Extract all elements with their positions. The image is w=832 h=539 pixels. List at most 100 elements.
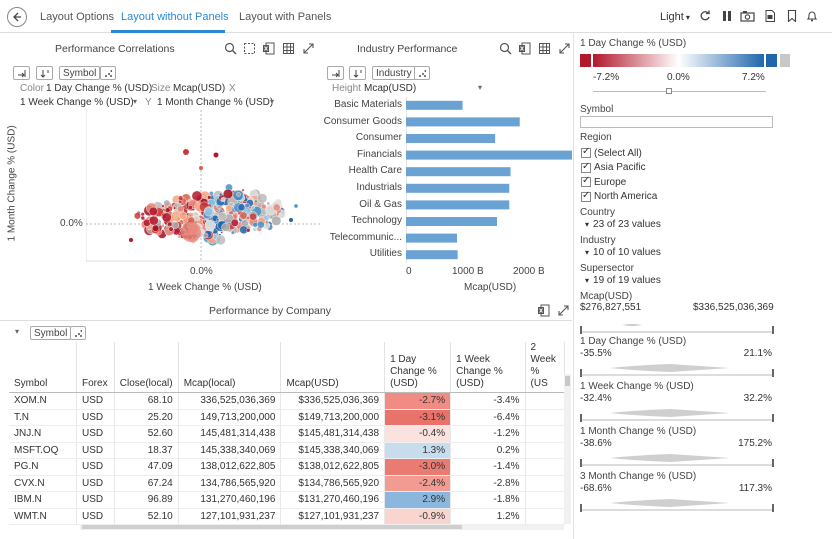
- scatter-point[interactable]: [265, 220, 269, 224]
- cell-mcap-usd[interactable]: $149,713,200,000: [280, 409, 386, 426]
- checkbox-checked-icon[interactable]: [581, 146, 591, 159]
- scatter-point[interactable]: [230, 218, 239, 227]
- cell-2week-change[interactable]: [525, 475, 565, 492]
- checkbox-checked-icon[interactable]: [581, 190, 591, 202]
- scatter-point[interactable]: [271, 215, 282, 226]
- industry-filter-button[interactable]: Industry: [372, 66, 416, 80]
- shape-options-button[interactable]: [70, 326, 86, 340]
- cell-symbol[interactable]: T.N: [9, 409, 78, 426]
- cell-forex[interactable]: USD: [76, 425, 115, 443]
- cell-1week-change[interactable]: 1.2%: [450, 508, 526, 525]
- scatter-point[interactable]: [272, 203, 281, 212]
- cell-close[interactable]: 67.24: [114, 475, 179, 492]
- cell-symbol[interactable]: PG.N: [9, 458, 78, 476]
- column-header-forex[interactable]: Forex: [76, 342, 115, 393]
- scatter-point[interactable]: [201, 195, 205, 199]
- checkbox-checked-icon[interactable]: [581, 161, 591, 173]
- y-axis-select[interactable]: 1 Month Change % (USD): [157, 97, 274, 108]
- cell-close[interactable]: 52.10: [114, 508, 179, 525]
- cell-2week-change[interactable]: [525, 442, 565, 459]
- scatter-point[interactable]: [200, 229, 206, 234]
- cell-1day-change[interactable]: -0.4%: [384, 425, 452, 443]
- region-option-north-america[interactable]: North America: [581, 190, 657, 205]
- column-header-mcap-usd[interactable]: Mcap(USD): [280, 342, 386, 393]
- cell-2week-change[interactable]: [525, 409, 565, 426]
- cell-close[interactable]: 25.20: [114, 409, 179, 426]
- range-slider[interactable]: [580, 451, 774, 467]
- scatter-point[interactable]: [252, 221, 258, 228]
- cell-2week-change[interactable]: [525, 425, 565, 443]
- cell-forex[interactable]: USD: [76, 392, 115, 410]
- color-swatch-negative[interactable]: [580, 54, 591, 67]
- symbol-filter-button[interactable]: Symbol: [59, 66, 101, 80]
- cell-1day-change[interactable]: -2.7%: [384, 392, 452, 410]
- cell-mcap-usd[interactable]: $336,525,036,369: [280, 392, 386, 410]
- scatter-point[interactable]: [188, 205, 193, 210]
- cell-1day-change[interactable]: -2.4%: [384, 475, 452, 492]
- scatter-point[interactable]: [289, 218, 293, 222]
- excel-export-icon[interactable]: [262, 42, 275, 55]
- cell-1week-change[interactable]: -2.0%: [450, 524, 526, 525]
- cell-1day-change[interactable]: -3.0%: [384, 458, 452, 476]
- x-axis-select[interactable]: 1 Week Change % (USD): [20, 97, 134, 108]
- industry-bar-chart[interactable]: [406, 97, 572, 263]
- cell-forex[interactable]: GBP: [76, 524, 115, 525]
- table-row[interactable]: T.N USD 25.20 149,713,200,000 $149,713,200,0…: [9, 409, 565, 426]
- scatter-point[interactable]: [236, 192, 241, 197]
- excel-export-icon[interactable]: [537, 304, 550, 317]
- table-horizontal-scrollbar[interactable]: [80, 525, 564, 530]
- scatter-point[interactable]: [250, 205, 255, 210]
- cell-2week-change[interactable]: [525, 491, 565, 509]
- column-header-1week-change[interactable]: 1 Week Change % (USD): [450, 342, 526, 393]
- color-swatch-positive[interactable]: [766, 54, 777, 67]
- scatter-point[interactable]: [294, 204, 298, 208]
- range-slider[interactable]: [580, 406, 774, 422]
- scatter-point[interactable]: [204, 207, 214, 217]
- cell-1day-change[interactable]: 2.9%: [384, 491, 452, 509]
- cell-close[interactable]: 96.89: [114, 491, 179, 509]
- cell-1day-change[interactable]: 1.3%: [384, 442, 452, 459]
- cell-symbol[interactable]: BP.L: [9, 524, 78, 525]
- cell-mcap-local[interactable]: 88,492,249,841: [178, 524, 282, 525]
- expand-icon[interactable]: [302, 42, 315, 55]
- scatter-point[interactable]: [225, 204, 233, 212]
- cell-mcap-local[interactable]: 149,713,200,000: [178, 409, 282, 426]
- cell-close[interactable]: 4.72: [114, 524, 179, 525]
- scatter-point[interactable]: [221, 222, 231, 232]
- refresh-icon[interactable]: [699, 10, 711, 22]
- color-swatch-null[interactable]: [780, 54, 790, 67]
- cell-2week-change[interactable]: [525, 458, 565, 476]
- chevron-down-icon[interactable]: ▾: [478, 83, 483, 92]
- collapse-chevron-icon[interactable]: ▾: [15, 327, 20, 336]
- expand-icon[interactable]: [558, 42, 571, 55]
- cell-symbol[interactable]: XOM.N: [9, 392, 78, 410]
- scatter-point[interactable]: [140, 215, 145, 221]
- theme-selector[interactable]: Light ▾: [660, 11, 690, 23]
- cell-mcap-local[interactable]: 138,012,622,805: [178, 458, 282, 476]
- cell-1week-change[interactable]: -1.8%: [450, 491, 526, 509]
- symbol-column-filter-button[interactable]: Symbol: [30, 326, 72, 340]
- region-option-asia-pacific[interactable]: Asia Pacific: [581, 161, 657, 176]
- cell-close[interactable]: 47.09: [114, 458, 179, 476]
- scatter-point[interactable]: [245, 195, 250, 199]
- cell-1week-change[interactable]: 0.2%: [450, 442, 526, 459]
- color-slider-track[interactable]: [593, 91, 766, 92]
- scatter-point[interactable]: [177, 205, 184, 213]
- scatter-point[interactable]: [178, 211, 187, 220]
- bar-technology[interactable]: [406, 217, 497, 226]
- pause-icon[interactable]: [721, 10, 733, 22]
- scatter-point[interactable]: [249, 212, 257, 221]
- range-slider[interactable]: [580, 361, 774, 377]
- cell-symbol[interactable]: WMT.N: [9, 508, 78, 525]
- column-header-1day-change[interactable]: 1 Day Change % (USD): [384, 342, 452, 393]
- scatter-point[interactable]: [148, 215, 159, 226]
- cell-forex[interactable]: USD: [76, 458, 115, 476]
- cell-close[interactable]: 68.10: [114, 392, 179, 410]
- column-header-close-local[interactable]: Close(local): [114, 342, 179, 393]
- tab-layout-options[interactable]: Layout Options: [40, 11, 114, 23]
- column-header-2week-change[interactable]: 2 Week % (US: [525, 342, 565, 393]
- expand-icon[interactable]: [557, 304, 570, 317]
- tab-layout-with-panels[interactable]: Layout with Panels: [239, 11, 332, 23]
- sort-descending-button[interactable]: [349, 66, 366, 80]
- mcap-range-slider[interactable]: [580, 318, 774, 334]
